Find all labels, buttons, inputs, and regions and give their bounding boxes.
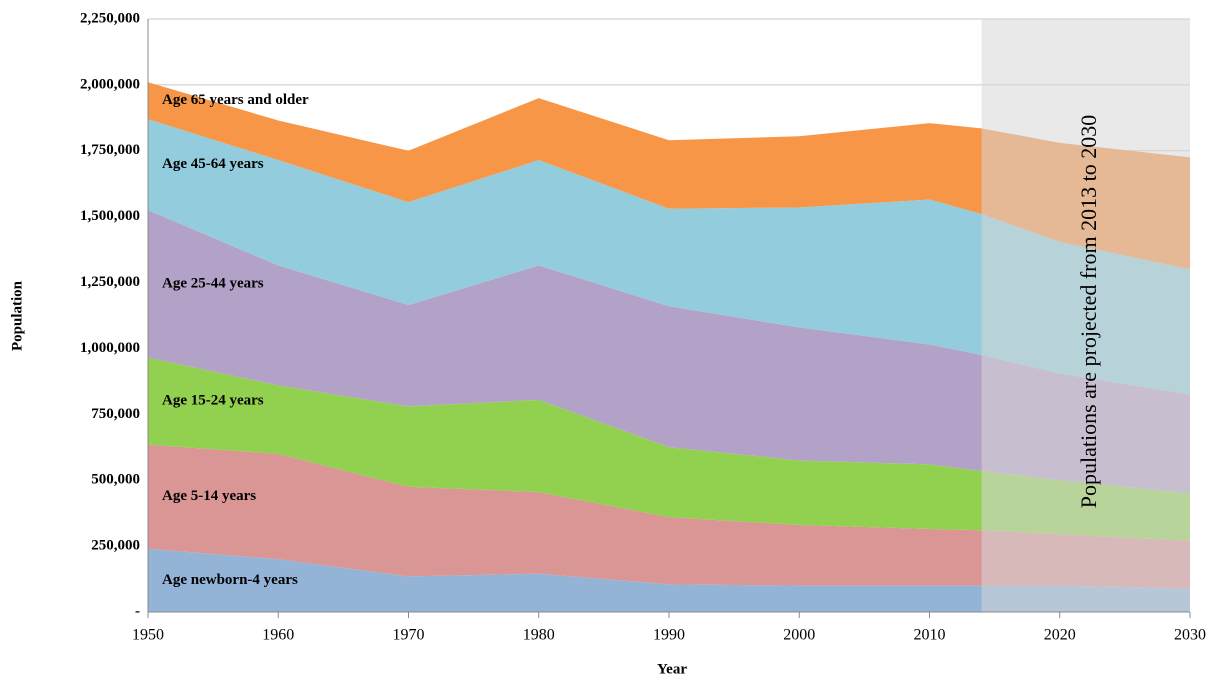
y-axis-title: Population xyxy=(9,280,25,351)
x-tick-label: 2010 xyxy=(914,627,946,644)
area xyxy=(148,210,1190,494)
x-axis-title: Year xyxy=(657,661,687,677)
area-label: Age 15-24 years xyxy=(162,393,264,409)
area xyxy=(148,548,1190,612)
y-tick-label: 1,000,000 xyxy=(80,340,140,356)
y-tick-label: 750,000 xyxy=(91,406,140,422)
y-tick-label: 1,500,000 xyxy=(80,208,140,224)
area-label: Age newborn-4 years xyxy=(162,572,298,588)
area xyxy=(148,357,1190,541)
x-tick-label: 1970 xyxy=(393,627,425,644)
x-tick-label: 1960 xyxy=(262,627,294,644)
y-tick-label: 2,000,000 xyxy=(80,76,140,92)
x-tick-label: 1950 xyxy=(132,627,164,644)
x-tick-label: 2030 xyxy=(1174,627,1206,644)
area-label: Age 25-44 years xyxy=(162,275,264,291)
y-tick-label: 1,750,000 xyxy=(80,142,140,158)
area-label: Age 65 years and older xyxy=(162,92,309,108)
y-tick-label: 1,250,000 xyxy=(80,274,140,290)
y-tick-label: 250,000 xyxy=(91,538,140,554)
area xyxy=(148,444,1190,589)
y-tick-label: 500,000 xyxy=(91,472,140,488)
projection-shade xyxy=(981,19,1190,612)
x-tick-label: 1980 xyxy=(523,627,555,644)
y-tick-label: 2,250,000 xyxy=(80,10,140,26)
x-tick-label: 2000 xyxy=(783,627,815,644)
x-tick-label: 2020 xyxy=(1044,627,1076,644)
area xyxy=(148,82,1190,270)
projection-note: Populations are projected from 2013 to 2… xyxy=(1076,115,1101,508)
area xyxy=(148,119,1190,395)
x-tick-label: 1990 xyxy=(653,627,685,644)
area-label: Age 45-64 years xyxy=(162,156,264,172)
y-tick-label: - xyxy=(135,603,140,619)
area-label: Age 5-14 years xyxy=(162,488,256,504)
